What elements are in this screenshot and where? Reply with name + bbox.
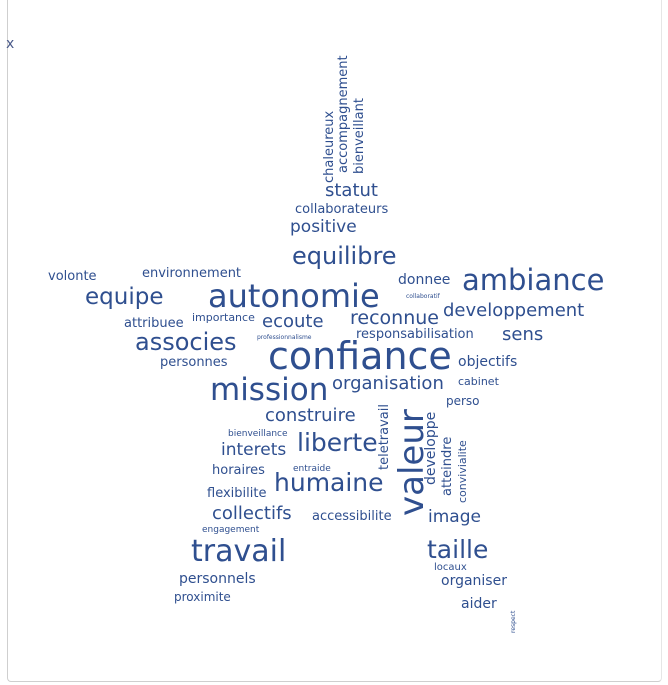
word-construire: construire [265, 405, 356, 426]
word-importance: importance [192, 311, 255, 324]
word-environnement: environnement [142, 266, 242, 281]
word-professionnalisme: professionnalisme [257, 334, 312, 341]
word-positive: positive [290, 217, 357, 237]
word-bienveillance: bienveillance [228, 429, 288, 439]
word-engagement: engagement [202, 525, 260, 535]
word-liberte: liberte [297, 428, 378, 457]
word-objectifs: objectifs [458, 354, 518, 370]
word-developpement: developpement [443, 300, 585, 321]
close-icon[interactable]: x [6, 36, 15, 52]
word-autonomie: autonomie [208, 277, 380, 315]
word-bienveillant: bienveillant [352, 98, 367, 174]
word-image: image [428, 507, 481, 527]
word-collaborateurs: collaborateurs [295, 202, 389, 217]
word-sens: sens [502, 324, 544, 345]
word-respect: respect [510, 610, 517, 633]
word-horaires: horaires [212, 463, 265, 478]
word-atteindre: atteindre [440, 436, 455, 496]
word-responsabilisation: responsabilisation [356, 327, 474, 342]
word-flexibilite: flexibilite [207, 486, 267, 501]
word-equilibre: equilibre [292, 242, 397, 270]
word-personnels: personnels [179, 571, 256, 587]
word-cloud-frame: x [6, 0, 662, 682]
word-aider: aider [461, 596, 497, 612]
word-teletravail: teletravail [377, 404, 392, 470]
word-collaboratif: collaboratif [406, 293, 440, 300]
word-confiance: confiance [268, 334, 452, 378]
word-organisation: organisation [332, 373, 444, 394]
word-attribuee: attribuee [124, 316, 184, 331]
word-reconnue: reconnue [350, 307, 439, 329]
word-entraide: entraide [293, 464, 331, 474]
word-humaine: humaine [274, 468, 384, 497]
word-accessibilite: accessibilite [312, 509, 392, 524]
word-ambiance: ambiance [462, 263, 605, 297]
word-collectifs: collectifs [212, 503, 292, 524]
word-equipe: equipe [85, 284, 164, 310]
word-accompagnement: accompagnement [336, 55, 351, 173]
word-statut: statut [325, 180, 378, 201]
word-personnes: personnes [160, 355, 228, 370]
word-taille: taille [427, 535, 489, 564]
word-mission: mission [210, 372, 329, 408]
word-developpe: developpe [423, 411, 439, 485]
word-organiser: organiser [441, 573, 507, 589]
word-chaleureux: chaleureux [322, 110, 337, 183]
word-cabinet: cabinet [458, 375, 499, 388]
word-volonte: volonte [48, 269, 97, 284]
word-locaux: locaux [434, 562, 467, 573]
word-ecoute: ecoute [262, 311, 324, 332]
word-associes: associes [135, 328, 237, 356]
word-interets: interets [221, 440, 287, 460]
word-proximite: proximite [174, 590, 231, 604]
word-travail: travail [191, 534, 287, 569]
word-donnee: donnee [398, 272, 451, 288]
word-convivialite: convivialite [456, 440, 469, 503]
word-perso: perso [446, 394, 480, 408]
